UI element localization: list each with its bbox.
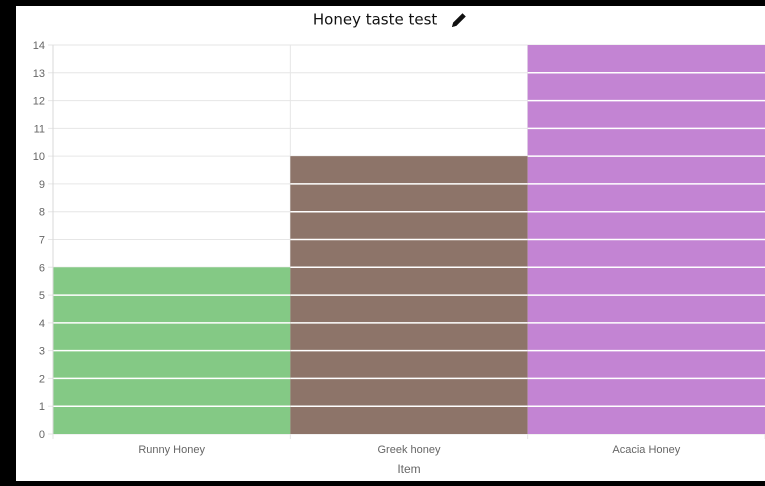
x-tick-label: Greek honey — [378, 444, 441, 456]
x-tick-label: Acacia Honey — [612, 444, 680, 456]
y-tick-label: 9 — [39, 179, 45, 191]
y-tick-label: 11 — [34, 123, 45, 135]
y-tick-label: 4 — [39, 318, 45, 330]
y-tick-label: 0 — [39, 429, 45, 441]
y-tick-label: 5 — [39, 290, 45, 302]
y-tick-label: 6 — [39, 262, 45, 274]
chart-title: Honey taste test — [312, 10, 438, 29]
chart-panel: Honey taste test 0 1 2 3 4 5 6 7 8 9 10 11 12 13 14 Ru… — [16, 6, 765, 481]
y-tick-label: 1 — [39, 401, 45, 413]
y-tick-label: 8 — [39, 207, 45, 219]
y-tick-label: 14 — [33, 40, 45, 52]
x-tick-label: Runny Honey — [138, 444, 205, 456]
y-tick-label: 12 — [33, 96, 45, 108]
chart-header: Honey taste test — [16, 10, 765, 29]
y-tick-label: 2 — [39, 373, 45, 385]
x-axis-title: Item — [397, 462, 420, 476]
pencil-icon[interactable] — [450, 11, 468, 29]
bars — [53, 45, 765, 434]
y-tick-label: 10 — [33, 151, 45, 163]
y-tick-label: 13 — [33, 68, 45, 80]
x-axis-ticks: Runny Honey Greek honey Acacia Honey — [138, 444, 680, 456]
y-tick-label: 3 — [39, 346, 45, 358]
y-tick-label: 7 — [39, 235, 45, 247]
